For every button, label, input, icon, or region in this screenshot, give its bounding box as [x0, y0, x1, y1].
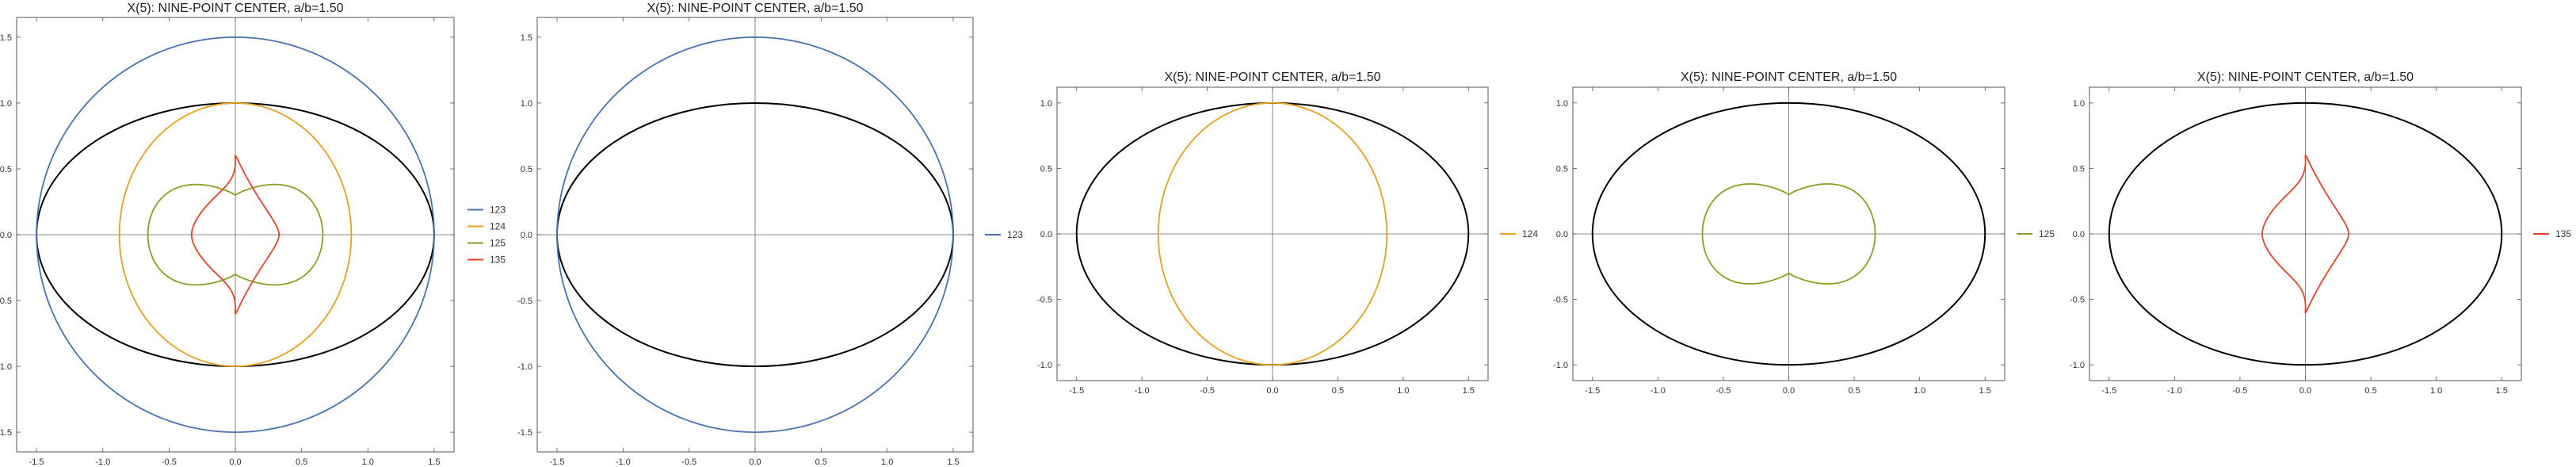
x-tick-label: 0.0	[749, 457, 761, 467]
x-tick-label: 0.0	[229, 457, 241, 467]
x-tick-label: 1.0	[1914, 386, 1925, 396]
x-tick-label: 1.5	[2496, 386, 2508, 396]
y-tick-label: 0.0	[1040, 230, 1052, 239]
x-tick-label: -0.5	[162, 457, 177, 467]
y-tick-label: -1.0	[0, 362, 12, 372]
x-tick-label: 0.0	[2299, 386, 2311, 396]
x-tick-label: -1.0	[1135, 386, 1150, 396]
chart-panel-4: X(5): NINE-POINT CENTER, a/b=1.50 -1.5 -1.…	[1553, 71, 2055, 396]
chart-panel-1: X(5): NINE-POINT CENTER, a/b=1.50 -1.5 -1.…	[0, 2, 506, 467]
legend-label: 123	[1007, 229, 1023, 240]
x-tick-label: 0.5	[296, 457, 307, 467]
series-curve-124	[1157, 101, 1388, 366]
x-tick-label: 0.5	[1848, 386, 1860, 396]
x-tick-label: 1.0	[881, 457, 893, 467]
y-tick-label: -1.0	[1037, 361, 1052, 370]
y-tick-label: 0.5	[1040, 164, 1052, 174]
y-tick-label: 1.5	[0, 33, 12, 43]
legend-label: 135	[2555, 228, 2571, 239]
chart-title: X(5): NINE-POINT CENTER, a/b=1.50	[127, 2, 343, 15]
chart-title: X(5): NINE-POINT CENTER, a/b=1.50	[1164, 71, 1380, 84]
x-tick-label: -1.5	[29, 457, 44, 467]
x-tick-label: 0.5	[815, 457, 827, 467]
y-tick-label: 0.0	[1556, 230, 1568, 239]
y-tick-label: 0.5	[0, 165, 12, 174]
x-tick-label: -1.5	[1585, 386, 1600, 396]
y-tick-label: -1.5	[0, 428, 12, 438]
y-tick-label: -0.5	[1553, 296, 1568, 305]
chart-panel-5: X(5): NINE-POINT CENTER, a/b=1.50 -1.5 -1.…	[2070, 71, 2571, 396]
series-curve-135	[2261, 154, 2349, 314]
reference-ellipse	[2108, 101, 2503, 366]
y-tick-label: -0.5	[517, 297, 532, 306]
y-tick-label: 1.0	[0, 99, 12, 109]
x-tick-label: 0.0	[1266, 386, 1278, 396]
x-tick-label: -0.5	[681, 457, 696, 467]
legend-label: 125	[2039, 228, 2055, 239]
y-tick-label: 0.0	[521, 231, 532, 240]
legend-label: 124	[490, 221, 506, 232]
y-tick-label: 1.0	[1040, 99, 1052, 109]
y-tick-label: 1.0	[521, 99, 532, 109]
chart-panel-2: X(5): NINE-POINT CENTER, a/b=1.50 -1.5 -1.…	[517, 2, 1023, 467]
series-curve-135	[190, 155, 280, 315]
x-tick-label: 1.5	[947, 457, 959, 467]
y-tick-label: -1.0	[2070, 361, 2085, 370]
x-tick-label: -1.5	[550, 457, 565, 467]
x-tick-label: -1.5	[2101, 386, 2116, 396]
y-tick-label: 0.0	[0, 231, 12, 240]
series-curve-125	[1701, 183, 1876, 285]
legend-label: 123	[490, 205, 506, 216]
chart-title: X(5): NINE-POINT CENTER, a/b=1.50	[647, 2, 863, 15]
chart-title: X(5): NINE-POINT CENTER, a/b=1.50	[1681, 71, 1897, 84]
y-tick-label: 1.0	[2073, 99, 2085, 109]
reference-ellipse	[1591, 101, 1986, 366]
x-tick-label: 1.5	[1979, 386, 1991, 396]
x-tick-label: -1.0	[1651, 386, 1666, 396]
y-tick-label: -0.5	[0, 297, 12, 306]
chart-title: X(5): NINE-POINT CENTER, a/b=1.50	[2197, 71, 2414, 84]
x-tick-label: 1.0	[362, 457, 374, 467]
y-tick-label: 0.5	[1556, 164, 1568, 174]
x-tick-label: -1.0	[616, 457, 631, 467]
y-tick-label: -1.5	[517, 428, 532, 438]
y-tick-label: 0.0	[2073, 230, 2085, 239]
x-tick-label: 1.5	[428, 457, 440, 467]
chart-panel-3: X(5): NINE-POINT CENTER, a/b=1.50 -1.5 -1.…	[1037, 71, 1538, 396]
x-tick-label: 1.0	[1397, 386, 1409, 396]
legend-label: 125	[490, 238, 506, 249]
y-tick-label: 0.5	[2073, 164, 2085, 174]
x-tick-label: -0.5	[2232, 386, 2247, 396]
y-tick-label: -1.0	[1553, 361, 1568, 370]
x-tick-label: 0.5	[1332, 386, 1344, 396]
series-curve-124	[118, 102, 353, 367]
x-tick-label: -1.5	[1069, 386, 1084, 396]
y-tick-label: 1.0	[1556, 99, 1568, 109]
y-tick-label: -0.5	[2070, 296, 2085, 305]
series-curve-123	[36, 36, 435, 433]
legend-label: 135	[490, 255, 506, 266]
x-tick-label: 1.5	[1463, 386, 1475, 396]
series-curve-123	[556, 36, 954, 433]
x-tick-label: -0.5	[1200, 386, 1215, 396]
x-tick-label: -1.0	[2167, 386, 2182, 396]
x-tick-label: 0.5	[2364, 386, 2376, 396]
x-tick-label: 1.0	[2430, 386, 2442, 396]
y-tick-label: -1.0	[517, 362, 532, 372]
x-tick-label: -1.0	[95, 457, 110, 467]
x-tick-label: -0.5	[1715, 386, 1731, 396]
x-tick-label: 0.0	[1783, 386, 1795, 396]
series-curve-125	[147, 183, 324, 286]
y-tick-label: 1.5	[521, 33, 532, 43]
y-tick-label: -0.5	[1037, 296, 1052, 305]
legend-label: 124	[1522, 228, 1538, 239]
y-tick-label: 0.5	[521, 165, 532, 174]
